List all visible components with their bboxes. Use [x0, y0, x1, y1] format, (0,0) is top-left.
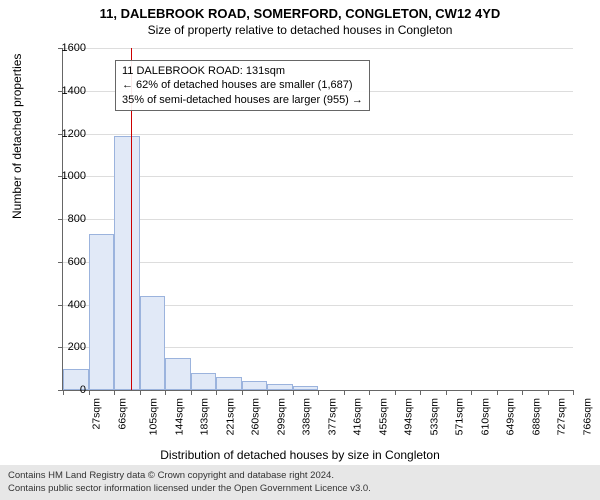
histogram-bar	[140, 296, 166, 390]
annotation-line: ← 62% of detached houses are smaller (1,…	[122, 78, 363, 92]
x-tick-mark	[369, 390, 370, 395]
x-axis-label: Distribution of detached houses by size …	[0, 448, 600, 462]
y-tick-label: 1200	[46, 128, 86, 140]
x-tick-label: 377sqm	[326, 398, 338, 435]
y-tick-label: 200	[46, 341, 86, 353]
histogram-bar	[216, 377, 242, 390]
y-tick-label: 600	[46, 256, 86, 268]
annotation-line: 35% of semi-detached houses are larger (…	[122, 93, 363, 107]
footer-line-1: Contains HM Land Registry data © Crown c…	[8, 470, 592, 482]
grid-line	[63, 219, 573, 220]
x-tick-label: 338sqm	[300, 398, 312, 435]
x-tick-label: 66sqm	[116, 398, 128, 430]
y-tick-label: 1600	[46, 42, 86, 54]
x-tick-mark	[165, 390, 166, 395]
footer-line-2: Contains public sector information licen…	[8, 483, 592, 495]
x-tick-mark	[395, 390, 396, 395]
y-tick-label: 400	[46, 299, 86, 311]
x-tick-mark	[344, 390, 345, 395]
x-tick-label: 105sqm	[147, 398, 159, 435]
x-tick-label: 494sqm	[402, 398, 414, 435]
x-tick-mark	[267, 390, 268, 395]
page-title: 11, DALEBROOK ROAD, SOMERFORD, CONGLETON…	[0, 0, 600, 21]
x-tick-mark	[573, 390, 574, 395]
annotation-line: 11 DALEBROOK ROAD: 131sqm	[122, 64, 363, 78]
x-tick-label: 533sqm	[428, 398, 440, 435]
x-tick-mark	[522, 390, 523, 395]
histogram-bar	[267, 384, 293, 390]
y-axis-label: Number of detached properties	[10, 54, 24, 219]
chart-container: 11, DALEBROOK ROAD, SOMERFORD, CONGLETON…	[0, 0, 600, 500]
histogram-bar	[89, 234, 115, 390]
x-tick-label: 766sqm	[581, 398, 593, 435]
y-tick-label: 1400	[46, 85, 86, 97]
x-tick-label: 221sqm	[224, 398, 236, 435]
grid-line	[63, 262, 573, 263]
x-tick-mark	[89, 390, 90, 395]
x-tick-mark	[293, 390, 294, 395]
x-tick-mark	[420, 390, 421, 395]
grid-line	[63, 134, 573, 135]
x-tick-mark	[471, 390, 472, 395]
x-tick-label: 455sqm	[377, 398, 389, 435]
x-tick-mark	[497, 390, 498, 395]
histogram-bar	[114, 136, 140, 390]
y-tick-label: 0	[46, 384, 86, 396]
grid-line	[63, 176, 573, 177]
y-tick-label: 1000	[46, 170, 86, 182]
x-tick-label: 688sqm	[530, 398, 542, 435]
y-tick-label: 800	[46, 213, 86, 225]
x-tick-mark	[191, 390, 192, 395]
histogram-bar	[191, 373, 217, 390]
x-tick-mark	[216, 390, 217, 395]
page-subtitle: Size of property relative to detached ho…	[0, 21, 600, 37]
footer: Contains HM Land Registry data © Crown c…	[0, 465, 600, 500]
histogram-bar	[242, 381, 268, 390]
grid-line	[63, 48, 573, 49]
x-tick-mark	[242, 390, 243, 395]
x-tick-label: 416sqm	[351, 398, 363, 435]
x-tick-mark	[114, 390, 115, 395]
x-tick-label: 299sqm	[275, 398, 287, 435]
annotation-box: 11 DALEBROOK ROAD: 131sqm← 62% of detach…	[115, 60, 370, 111]
x-tick-mark	[548, 390, 549, 395]
x-tick-label: 610sqm	[479, 398, 491, 435]
x-tick-label: 183sqm	[198, 398, 210, 435]
x-tick-label: 649sqm	[504, 398, 516, 435]
x-tick-label: 727sqm	[555, 398, 567, 435]
x-tick-label: 144sqm	[173, 398, 185, 435]
x-tick-label: 571sqm	[453, 398, 465, 435]
x-tick-label: 260sqm	[249, 398, 261, 435]
chart-plot-area: 11 DALEBROOK ROAD: 131sqm← 62% of detach…	[62, 48, 573, 391]
x-tick-mark	[140, 390, 141, 395]
histogram-bar	[293, 386, 319, 390]
x-tick-mark	[318, 390, 319, 395]
x-tick-label: 27sqm	[91, 398, 103, 430]
x-tick-mark	[446, 390, 447, 395]
histogram-bar	[165, 358, 191, 390]
